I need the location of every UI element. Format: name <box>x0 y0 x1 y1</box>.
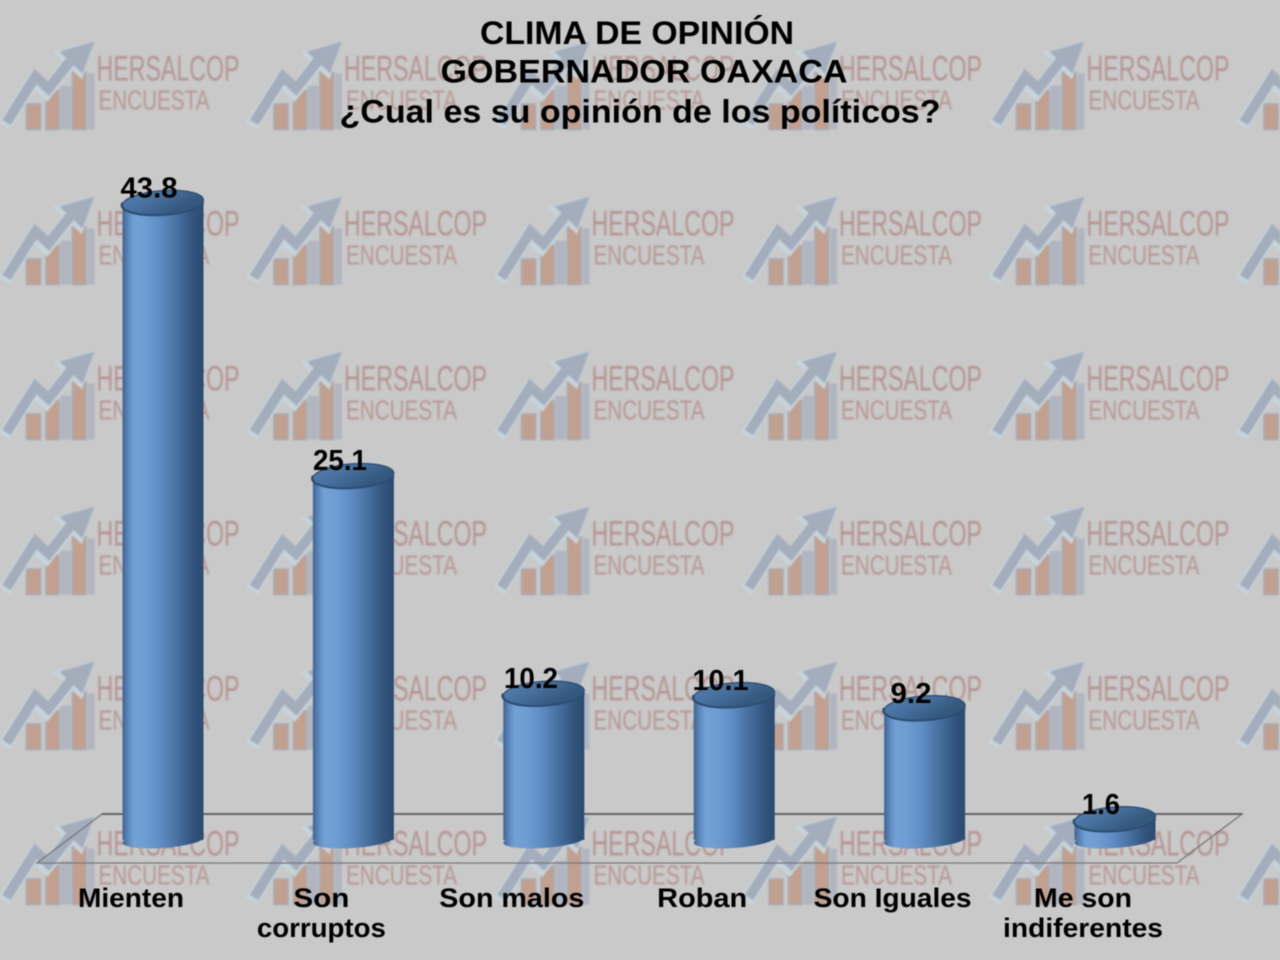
svg-text:Roban: Roban <box>657 883 747 913</box>
svg-text:Son malos: Son malos <box>439 883 584 913</box>
svg-text:indiferentes: indiferentes <box>1003 913 1163 943</box>
svg-text:corruptos: corruptos <box>257 913 386 943</box>
svg-text:25.1: 25.1 <box>313 445 367 477</box>
svg-text:10.2: 10.2 <box>504 663 558 695</box>
svg-text:1.6: 1.6 <box>1082 789 1120 821</box>
svg-text:Me son: Me son <box>1034 883 1132 913</box>
svg-text:Mienten: Mienten <box>78 883 184 913</box>
svg-text:CLIMA DE OPINIÓN: CLIMA DE OPINIÓN <box>480 14 794 51</box>
svg-text:Son: Son <box>293 883 349 913</box>
svg-text:GOBERNADOR OAXACA: GOBERNADOR OAXACA <box>441 54 848 90</box>
svg-text:¿Cual es su opinión de los pol: ¿Cual es su opinión de los políticos? <box>340 94 941 130</box>
svg-text:10.1: 10.1 <box>693 665 749 697</box>
svg-text:9.2: 9.2 <box>891 678 932 710</box>
svg-text:Son Iguales: Son Iguales <box>814 883 972 913</box>
svg-text:43.8: 43.8 <box>121 172 178 204</box>
